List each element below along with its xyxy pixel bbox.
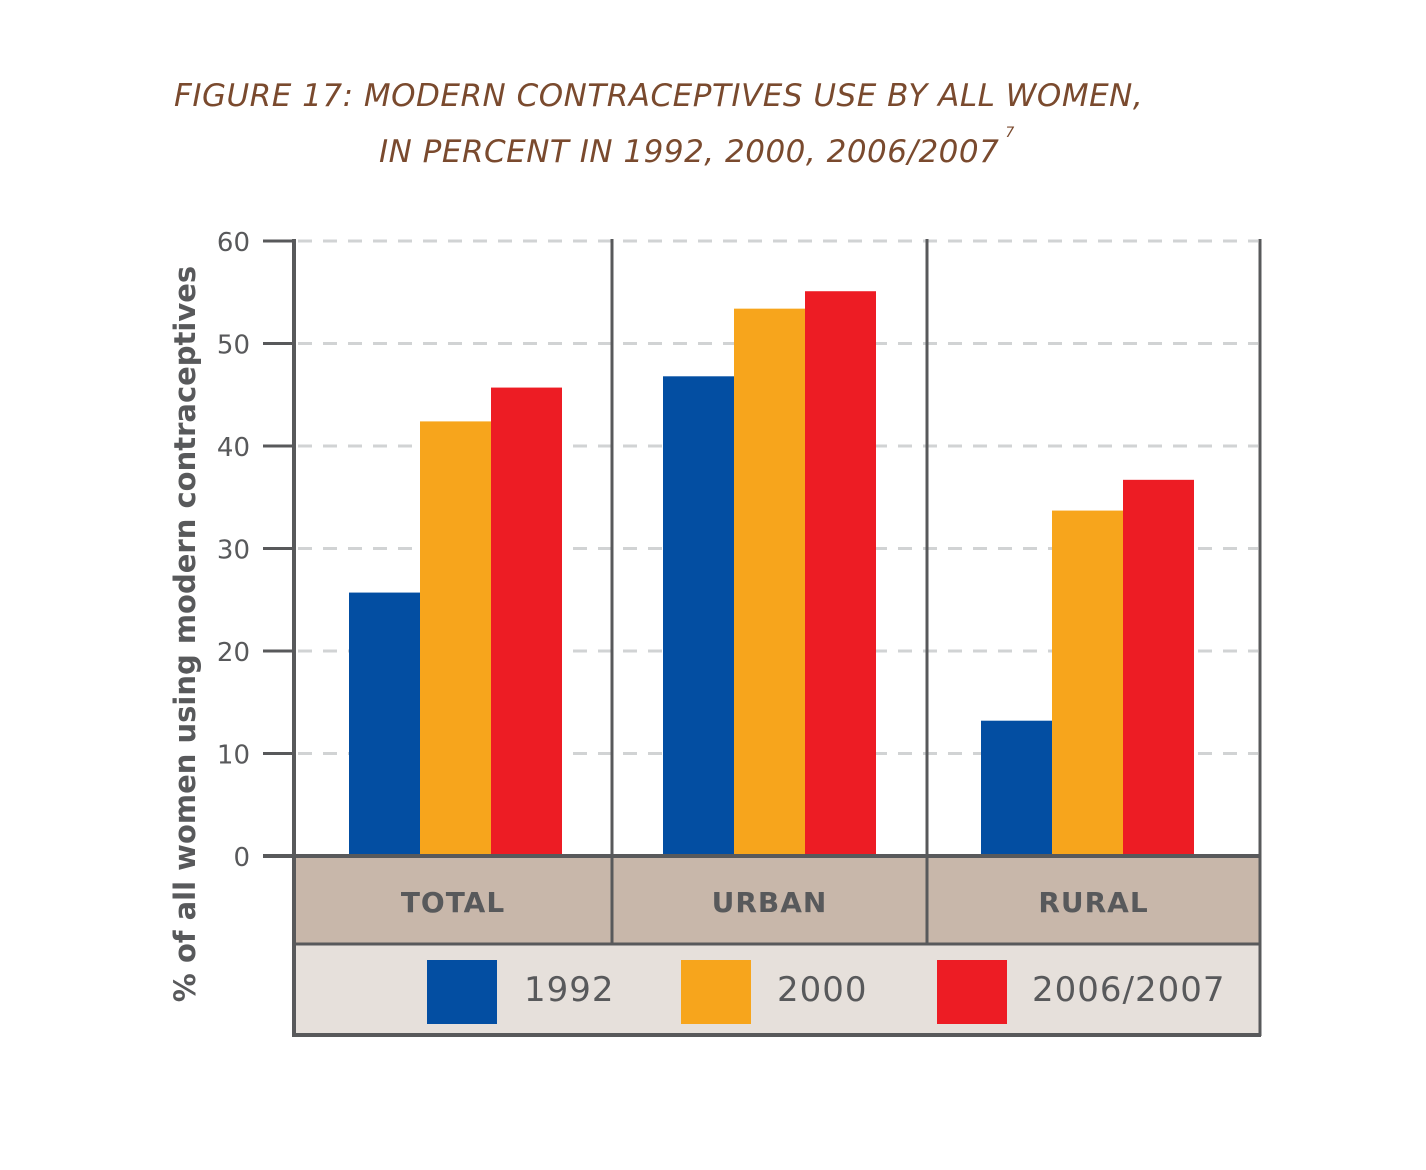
y-tick-label: 60 — [217, 228, 250, 258]
title-line-1: FIGURE 17: MODERN CONTRACEPTIVES USE BY … — [174, 78, 1144, 114]
bar-total-2006-2007 — [491, 387, 562, 856]
title-footnote: 7 — [1005, 124, 1015, 141]
bar-urban-2006-2007 — [805, 291, 876, 857]
title-line-2: IN PERCENT IN 1992, 2000, 2006/2007 7 — [379, 125, 1015, 170]
bar-rural-2006-2007 — [1123, 479, 1194, 856]
y-tick-label: 30 — [217, 536, 250, 566]
category-band — [294, 856, 1260, 944]
bar-urban-1992 — [663, 376, 734, 856]
bar-rural-2000 — [1052, 510, 1123, 856]
legend-swatch — [427, 960, 497, 1024]
legend-label: 2006/2007 — [1032, 970, 1226, 1010]
legend-label: 1992 — [524, 970, 615, 1010]
category-label: URBAN — [712, 886, 828, 919]
category-label: RURAL — [1038, 886, 1148, 919]
bar-rural-1992 — [981, 720, 1052, 856]
y-tick-label: 40 — [217, 433, 250, 463]
y-axis-title: % of all women using modern contraceptiv… — [168, 266, 202, 1002]
y-tick-label: 20 — [217, 638, 250, 668]
bar-total-1992 — [349, 592, 420, 856]
legend-swatch — [681, 960, 751, 1024]
y-tick-label: 10 — [217, 741, 250, 771]
category-label: TOTAL — [401, 886, 505, 919]
y-tick-label: 50 — [217, 331, 250, 361]
legend-label: 2000 — [777, 970, 868, 1010]
title-line-2-text: IN PERCENT IN 1992, 2000, 2006/2007 — [379, 134, 1000, 170]
bar-total-2000 — [420, 421, 491, 856]
bar-urban-2000 — [734, 308, 805, 856]
legend-swatch — [937, 960, 1007, 1024]
y-tick-label: 0 — [233, 843, 250, 873]
